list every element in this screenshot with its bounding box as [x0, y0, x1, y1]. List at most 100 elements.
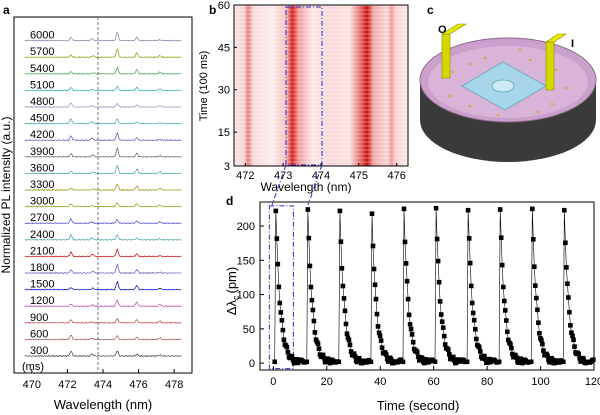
panel-d-letter: d — [226, 194, 233, 208]
data-point — [451, 354, 456, 360]
spectrum-600 — [24, 335, 182, 341]
spectrum-2400 — [24, 233, 182, 241]
connector-right — [307, 164, 323, 206]
spectrum-6000 — [24, 32, 182, 42]
spectrum-label: 300 — [30, 345, 48, 357]
data-point — [368, 359, 374, 365]
panel-d-ylabel-sub: c — [231, 295, 241, 300]
data-point — [552, 360, 557, 366]
tube-outlet — [440, 23, 468, 79]
data-point — [339, 266, 345, 271]
data-point — [437, 299, 443, 304]
data-point — [520, 360, 525, 366]
data-point — [370, 243, 376, 249]
y-tick-label: 200 — [237, 221, 255, 233]
spectrum-300 — [24, 350, 182, 358]
panel-b-xlabel: Wavelength (nm) — [261, 180, 352, 194]
panel-a-x-ticks: 470 472 474 476 478 — [23, 369, 183, 391]
data-point — [356, 355, 362, 361]
data-point — [570, 333, 575, 339]
panel-c: c O I — [419, 3, 597, 162]
data-point — [338, 239, 344, 244]
data-point — [337, 208, 343, 214]
spectrum-4800 — [24, 102, 182, 109]
data-point — [279, 318, 285, 323]
microresonator — [491, 79, 515, 93]
data-point — [478, 349, 483, 354]
x-tick-label: 470 — [23, 379, 41, 391]
panel-b-highlight-box — [285, 6, 323, 166]
data-point — [539, 337, 544, 343]
data-point — [447, 352, 452, 357]
data-point — [407, 322, 413, 327]
x-tick-label: 40 — [374, 376, 386, 388]
data-point — [432, 359, 438, 365]
data-point — [471, 317, 477, 323]
spectrum-label: 3000 — [30, 196, 54, 208]
data-point — [369, 211, 375, 216]
panel-d-points — [272, 205, 596, 366]
x-tick-label: 474 — [312, 170, 330, 182]
data-point — [514, 355, 519, 360]
data-point — [336, 359, 342, 365]
y-tick-label: 60 — [218, 0, 230, 12]
spectrum-5400 — [24, 66, 182, 75]
data-point — [530, 206, 535, 212]
data-point — [372, 282, 378, 288]
data-point — [402, 239, 408, 245]
spectrum-label: 6000 — [30, 30, 54, 42]
x-tick-label: 475 — [350, 170, 368, 182]
data-point — [513, 352, 518, 358]
data-point — [346, 337, 352, 343]
data-point — [295, 360, 301, 366]
data-point — [499, 262, 505, 268]
data-point — [420, 355, 425, 361]
panel-c-letter: c — [427, 3, 434, 17]
data-point — [508, 341, 513, 347]
data-point — [312, 330, 318, 335]
data-point — [377, 333, 383, 339]
data-point — [534, 295, 539, 301]
data-point — [518, 356, 523, 361]
spectrum-900 — [24, 318, 182, 324]
y-tick-label: 100 — [237, 290, 255, 302]
data-point — [340, 283, 346, 289]
spectrum-label: 3900 — [30, 146, 54, 158]
data-point — [306, 235, 312, 241]
data-point — [315, 341, 321, 347]
spectrum-4200 — [24, 132, 182, 142]
data-point — [320, 352, 326, 358]
data-point — [374, 311, 380, 317]
data-point — [278, 310, 284, 315]
data-point — [454, 360, 459, 365]
data-point — [274, 236, 280, 241]
data-point — [304, 359, 310, 365]
data-point — [311, 318, 317, 324]
data-point — [357, 358, 363, 363]
data-point — [308, 284, 314, 290]
data-point — [496, 359, 502, 365]
data-point — [532, 264, 537, 269]
data-point — [294, 357, 300, 362]
data-point — [348, 349, 354, 354]
x-tick-label: 0 — [270, 376, 276, 388]
data-point — [305, 207, 311, 212]
data-point — [316, 346, 322, 351]
data-point — [401, 206, 407, 212]
panel-d-y-ticks: 0 50 100 150 200 — [237, 221, 264, 370]
spectrum-2100 — [24, 248, 182, 258]
panel-d-ylabel: Δλc(pm) — [224, 267, 241, 315]
spectrum-label: 900 — [30, 312, 48, 324]
data-point — [487, 356, 492, 362]
data-point — [561, 359, 566, 365]
panel-b-y-ticks: 3 15 30 45 60 — [218, 0, 237, 173]
data-point — [275, 261, 281, 267]
spectrum-label: 1500 — [30, 279, 54, 291]
panel-a: a 30060090012001500180021002400270030003… — [0, 3, 193, 412]
data-point — [572, 344, 577, 349]
x-tick-label: 60 — [428, 376, 440, 388]
data-point — [565, 281, 570, 286]
data-point — [410, 339, 416, 345]
spectrum-1500 — [24, 280, 182, 291]
spectrum-label: 5100 — [30, 79, 54, 91]
